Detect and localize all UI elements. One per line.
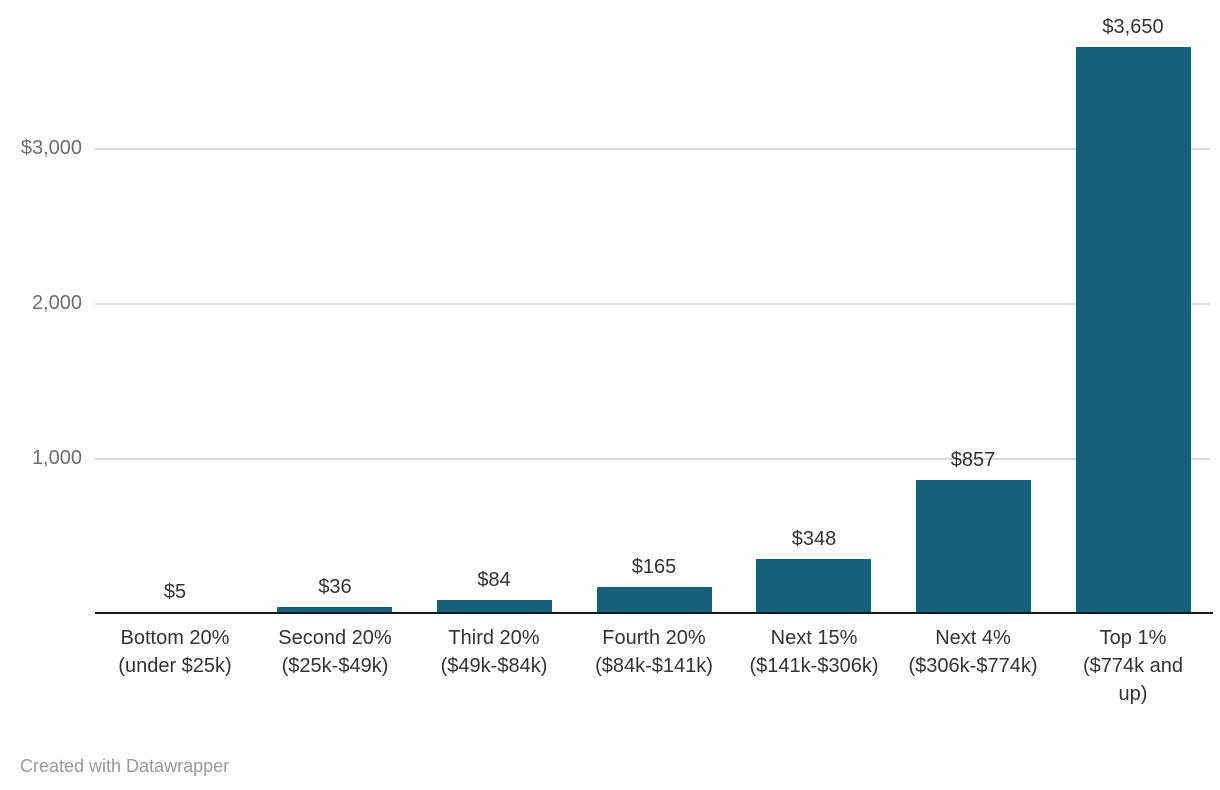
category-label-line: ($306k-$774k) [908,655,1038,677]
category-label-line: ($84k-$141k) [595,655,713,677]
category-label: Next 4% ($306k-$774k) [886,624,1060,680]
value-label: $5 [163,581,187,603]
y-tick-label: 2,000 [31,292,82,314]
gridline-1000 [95,458,1210,460]
x-axis-line [95,612,1213,614]
category-label-line: Bottom 20% [120,627,230,649]
bar-3 [437,600,552,613]
value-label: $165 [631,556,677,578]
datawrapper-attribution-link[interactable]: Created with Datawrapper [20,756,230,776]
gridline-2000 [95,303,1210,305]
value-label: $3,650 [1102,16,1164,38]
category-label-line: ($49k-$84k) [440,655,548,677]
bar-4 [597,587,712,613]
bar-2 [277,607,392,613]
category-label: Bottom 20% (under $25k) [88,624,262,680]
value-label: $348 [791,528,837,550]
category-label: Next 15% ($141k-$306k) [727,624,901,680]
category-label-line: Fourth 20% [602,627,706,649]
category-label-line: Second 20% [278,627,392,649]
bar-6 [916,480,1031,613]
bar-7 [1076,47,1191,613]
category-label-line: ($25k-$49k) [281,655,389,677]
category-label-line: ($774k and [1082,655,1184,677]
value-label: $36 [318,576,352,598]
gridline-3000 [95,148,1210,150]
category-label: Second 20% ($25k-$49k) [248,624,422,680]
category-label: Third 20% ($49k-$84k) [407,624,581,680]
value-label: $857 [950,449,996,471]
y-tick-label: $3,000 [20,137,82,159]
value-label: $84 [477,569,511,591]
category-label-line: ($141k-$306k) [749,655,879,677]
category-label-line: Third 20% [448,627,540,649]
y-tick-label: 1,000 [31,447,82,469]
bar-5 [756,559,871,613]
category-label-line: Next 4% [935,627,1011,649]
category-label: Top 1% ($774k and up) [1046,624,1220,708]
category-label-line: Top 1% [1099,627,1167,649]
category-label: Fourth 20% ($84k-$141k) [567,624,741,680]
category-label-line: (under $25k) [118,655,232,677]
category-label-line: Next 15% [770,627,858,649]
category-label-line: up) [1118,683,1148,705]
